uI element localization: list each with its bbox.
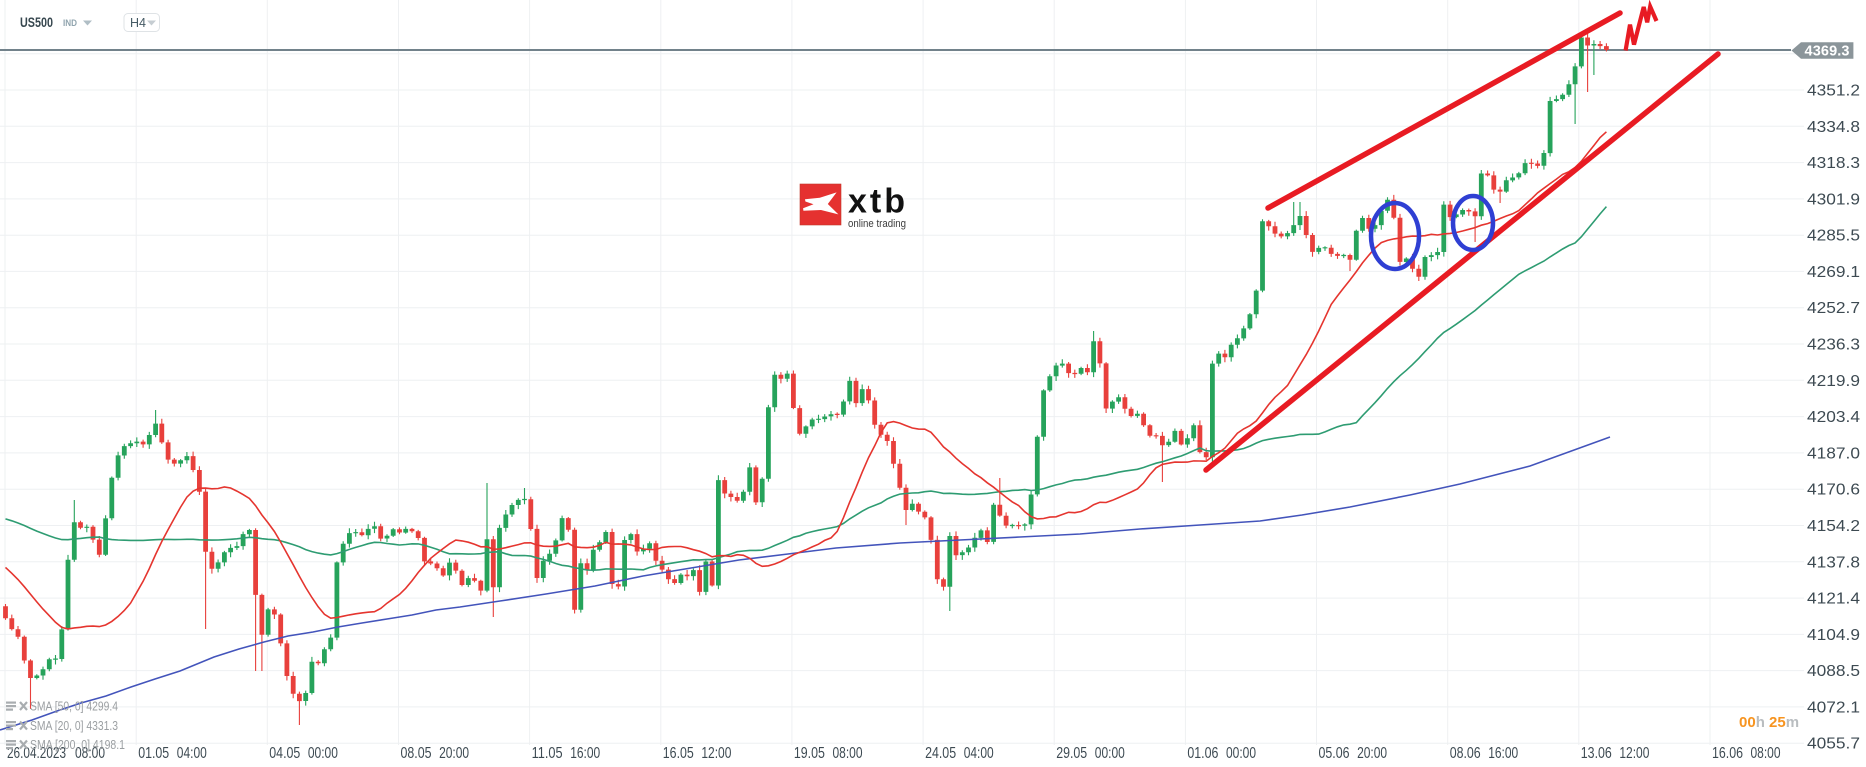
svg-text:24.05: 24.05 xyxy=(925,745,956,762)
svg-text:IND: IND xyxy=(63,18,77,29)
svg-text:19.05: 19.05 xyxy=(794,745,825,762)
svg-text:13.06: 13.06 xyxy=(1581,745,1612,762)
svg-text:16.05: 16.05 xyxy=(663,745,694,762)
svg-text:4072.1: 4072.1 xyxy=(1807,699,1860,716)
svg-text:online trading: online trading xyxy=(848,218,906,230)
svg-text:4121.4: 4121.4 xyxy=(1807,591,1860,608)
svg-text:4104.9: 4104.9 xyxy=(1807,627,1860,644)
svg-text:08:00: 08:00 xyxy=(1751,745,1781,762)
svg-text:SMA [20, 0] 4331.3: SMA [20, 0] 4331.3 xyxy=(30,718,118,733)
svg-text:4369.3: 4369.3 xyxy=(1805,44,1850,60)
svg-text:20:00: 20:00 xyxy=(439,745,469,762)
svg-text:4318.3: 4318.3 xyxy=(1807,155,1860,172)
svg-text:08:00: 08:00 xyxy=(833,745,863,762)
svg-text:08.06: 08.06 xyxy=(1450,745,1481,762)
svg-text:00:00: 00:00 xyxy=(1226,745,1256,762)
svg-text:4351.2: 4351.2 xyxy=(1807,83,1860,100)
svg-text:05.06: 05.06 xyxy=(1319,745,1350,762)
svg-text:12:00: 12:00 xyxy=(1619,745,1649,762)
svg-text:4154.2: 4154.2 xyxy=(1807,518,1860,535)
svg-text:4236.3: 4236.3 xyxy=(1807,337,1860,354)
svg-text:00h 25m: 00h 25m xyxy=(1739,714,1799,731)
svg-text:4055.7: 4055.7 xyxy=(1807,736,1860,753)
svg-text:xtb: xtb xyxy=(848,183,907,221)
svg-text:29.05: 29.05 xyxy=(1056,745,1087,762)
svg-text:01.06: 01.06 xyxy=(1187,745,1218,762)
svg-text:4170.6: 4170.6 xyxy=(1807,482,1860,499)
svg-text:4187.0: 4187.0 xyxy=(1807,445,1860,462)
svg-text:04.05: 04.05 xyxy=(269,745,300,762)
svg-text:08.05: 08.05 xyxy=(401,745,432,762)
svg-text:SMA [200, 0] 4198.1: SMA [200, 0] 4198.1 xyxy=(30,737,125,752)
svg-text:04:00: 04:00 xyxy=(964,745,994,762)
svg-text:SMA [50, 0] 4299.4: SMA [50, 0] 4299.4 xyxy=(30,699,118,714)
svg-text:4252.7: 4252.7 xyxy=(1807,300,1860,317)
svg-text:H4: H4 xyxy=(130,16,146,30)
svg-text:4334.8: 4334.8 xyxy=(1807,119,1860,136)
svg-text:4269.1: 4269.1 xyxy=(1807,264,1860,281)
svg-text:12:00: 12:00 xyxy=(701,745,731,762)
svg-text:16:00: 16:00 xyxy=(1488,745,1518,762)
svg-text:26.04.2023: 26.04.2023 xyxy=(7,745,66,762)
svg-text:4088.5: 4088.5 xyxy=(1807,663,1860,680)
svg-text:01.05: 01.05 xyxy=(138,745,169,762)
svg-text:4219.9: 4219.9 xyxy=(1807,373,1860,390)
svg-text:04:00: 04:00 xyxy=(177,745,207,762)
svg-text:US500: US500 xyxy=(20,15,53,30)
svg-text:16.06: 16.06 xyxy=(1712,745,1743,762)
svg-text:4301.9: 4301.9 xyxy=(1807,191,1860,208)
svg-text:00:00: 00:00 xyxy=(308,745,338,762)
svg-text:08:00: 08:00 xyxy=(75,745,105,762)
svg-text:4285.5: 4285.5 xyxy=(1807,228,1860,245)
svg-text:20:00: 20:00 xyxy=(1357,745,1387,762)
svg-text:11.05: 11.05 xyxy=(532,745,563,762)
svg-text:00:00: 00:00 xyxy=(1095,745,1125,762)
svg-text:4203.4: 4203.4 xyxy=(1807,409,1860,426)
svg-text:4137.8: 4137.8 xyxy=(1807,554,1860,571)
svg-text:16:00: 16:00 xyxy=(570,745,600,762)
